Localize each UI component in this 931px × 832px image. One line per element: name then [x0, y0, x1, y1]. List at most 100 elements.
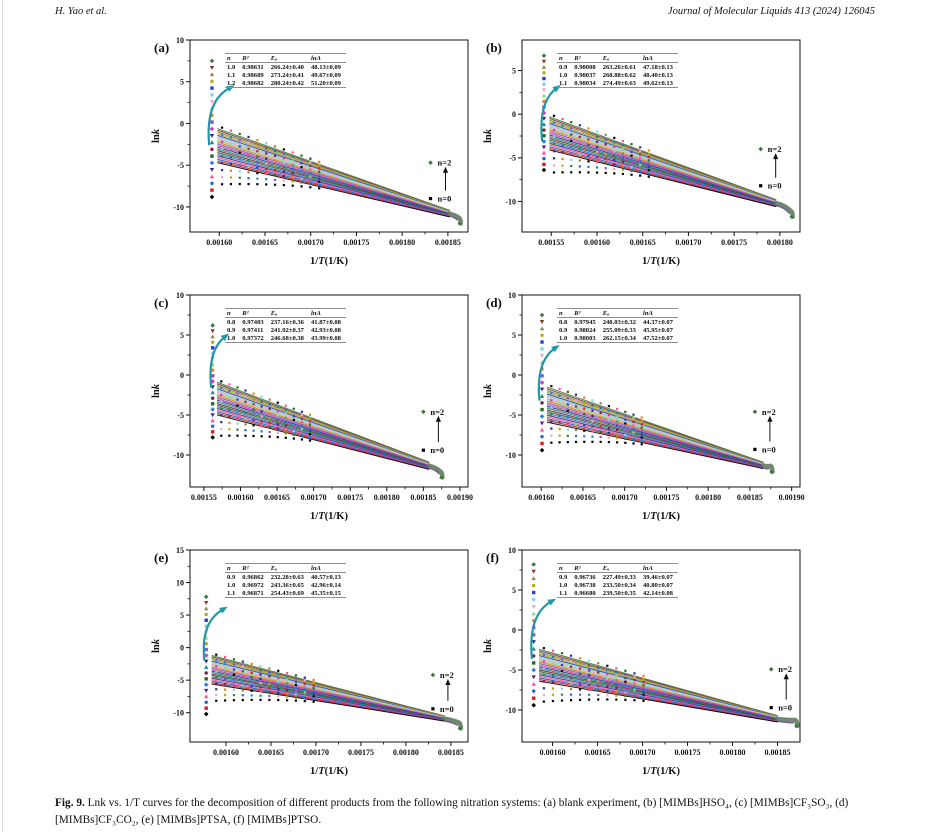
tail-band	[447, 211, 463, 226]
svg-text:0: 0	[512, 110, 516, 119]
figure-9: 0.00160 0.00165 0.00170 0.00175 0.00180 0.001…	[148, 28, 812, 793]
table-row: 0.9 0.96736 227.49±0.33 39.46±0.07	[557, 573, 678, 582]
table-row: 0.8 0.97403 237.16±0.36 41.87±0.08	[225, 318, 346, 327]
svg-text:0.00165: 0.00165	[585, 748, 611, 757]
svg-text:0.00175: 0.00175	[675, 748, 701, 757]
annotation-n-range: n=2 n=0	[758, 144, 782, 191]
table-cell: 263.26±0.61	[602, 63, 636, 71]
fan-lines	[211, 655, 445, 722]
table-row: 1.1 0.96680 239.50±0.35 42.14±0.08	[557, 589, 678, 598]
svg-text:0.00160: 0.00160	[528, 493, 554, 502]
up-arrow-icon	[445, 678, 451, 685]
table-cell: 1.1	[557, 589, 573, 598]
table-cell: 254.43±0.69	[268, 589, 309, 598]
table-header: R²	[240, 308, 269, 318]
svg-text:0.00170: 0.00170	[630, 748, 656, 757]
table-row: 1.0 0.96972 243.36±0.65 42.96±0.14	[225, 581, 346, 589]
table-cell: 1.1	[225, 589, 241, 598]
table-cell: 241.92±0.37	[270, 326, 304, 334]
table-cell: 49.67±0.09	[310, 71, 341, 79]
table-cell: 0.98682	[240, 79, 269, 88]
table-cell: 0.9	[559, 63, 568, 71]
table-header: lnA	[308, 563, 346, 573]
table-row: 1.0 0.98037 268.88±0.62 48.40±0.13	[557, 71, 678, 79]
table-cell: 273.24±0.41	[270, 71, 304, 79]
svg-text:-10: -10	[505, 706, 516, 715]
scatter-columns	[552, 114, 650, 178]
svg-text:0.00175: 0.00175	[348, 748, 374, 757]
y-axis-label: lnk	[151, 638, 162, 653]
table-cell: 262.15±0.34	[600, 334, 641, 343]
y-axis-label: lnk	[483, 128, 494, 143]
svg-text:0.00170: 0.00170	[612, 493, 638, 502]
x-axis-label: 1/T(1/K)	[310, 256, 348, 267]
header-author: H. Yao et al.	[55, 6, 107, 17]
regression-table: n R² Eₐ lnA 0.8 0.97403 237.16±0.36 41.87±0.08 0…	[225, 308, 346, 343]
panel-label: (b)	[486, 40, 502, 55]
chart-canvas-c: 0.00155 0.00160 0.00165 0.00170 0.00175 0.001…	[151, 291, 473, 522]
series-marker-column	[539, 312, 545, 453]
svg-text:0.00170: 0.00170	[301, 493, 327, 502]
axes: 0.00160 0.00165 0.00170 0.00175 0.00180 0.001…	[151, 546, 469, 777]
panel-label: (d)	[486, 295, 502, 310]
svg-text:-10: -10	[173, 451, 184, 460]
table-cell: 40.57±0.13	[310, 573, 341, 581]
table-row: 1.0 0.97372 246.68±0.38 43.99±0.08	[225, 334, 346, 343]
svg-text:5: 5	[180, 331, 184, 340]
axes: 0.00160 0.00165 0.00170 0.00175 0.00180 0.001…	[483, 546, 801, 777]
svg-text:0: 0	[180, 371, 184, 380]
y-axis-label: lnk	[151, 383, 162, 398]
fan-lines	[546, 386, 764, 470]
table-cell: 266.24±0.40	[270, 63, 304, 71]
table-header: lnA	[640, 53, 678, 63]
regression-table: n R² Eₐ lnA 1.0 0.98631 266.24±0.40 48.13±0.09 1…	[225, 53, 346, 88]
table-cell: 1.2	[225, 79, 241, 88]
chart-canvas-a: 0.00160 0.00165 0.00170 0.00175 0.00180 0.001…	[151, 36, 469, 267]
annotation-n0-label: n=0	[762, 444, 776, 454]
annotation-n0-label: n=0	[440, 704, 454, 714]
svg-text:0.00185: 0.00185	[410, 493, 436, 502]
table-cell: 1.1	[557, 79, 573, 88]
table-header: Eₐ	[600, 53, 641, 63]
table-cell: 40.80±0.07	[642, 581, 673, 589]
table-header: n	[225, 563, 241, 573]
subplot-b: 0.00155 0.00160 0.00165 0.00170 0.00175 0.001…	[480, 28, 812, 283]
svg-text:-5: -5	[177, 161, 184, 170]
svg-text:0.00160: 0.00160	[584, 238, 610, 247]
table-cell: 255.09±0.33	[602, 326, 636, 334]
table-header: Eₐ	[268, 308, 309, 318]
table-cell: 0.8	[227, 318, 236, 326]
svg-text:0.00170: 0.00170	[675, 238, 701, 247]
scatter-columns	[215, 653, 315, 703]
svg-text:10: 10	[176, 578, 184, 587]
svg-text:-10: -10	[173, 203, 184, 212]
table-cell: 248.03±0.32	[602, 318, 636, 326]
svg-text:0.00160: 0.00160	[540, 748, 566, 757]
table-row: 0.9 0.97411 241.92±0.37 42.93±0.08	[225, 326, 346, 334]
svg-text:0.00185: 0.00185	[438, 748, 464, 757]
table-header: R²	[572, 308, 601, 318]
table-cell: 1.0	[227, 581, 236, 589]
svg-text:0.00185: 0.00185	[435, 238, 461, 247]
svg-text:-10: -10	[505, 451, 516, 460]
table-cell: 0.9	[227, 573, 236, 581]
table-cell: 246.68±0.38	[268, 334, 309, 343]
trend-arrow-icon	[537, 345, 560, 401]
fit-table-e: n R² Eₐ lnA 0.9 0.96862 232.28±0.63 40.57±0.13 1…	[225, 563, 346, 598]
table-cell: 243.36±0.65	[270, 581, 304, 589]
table-header: lnA	[308, 53, 346, 63]
fan-lines	[216, 381, 430, 470]
x-axis-label: 1/T(1/K)	[642, 511, 680, 522]
table-row: 1.1 0.98034 274.49±0.63 49.62±0.13	[557, 79, 678, 88]
table-cell: 274.49±0.63	[600, 79, 641, 88]
regression-table: n R² Eₐ lnA 0.8 0.97945 248.03±0.32 44.37±0.07 0…	[557, 308, 678, 343]
svg-text:5: 5	[512, 66, 516, 75]
up-arrow-icon	[783, 673, 789, 680]
svg-text:15: 15	[176, 546, 184, 555]
page-scan-edge	[2, 0, 3, 832]
svg-text:-5: -5	[177, 411, 184, 420]
chart-canvas-b: 0.00155 0.00160 0.00165 0.00170 0.00175 0.001…	[483, 39, 801, 267]
regression-table: n R² Eₐ lnA 0.9 0.96736 227.49±0.33 39.46±0.07 1…	[557, 563, 678, 598]
svg-text:0.00180: 0.00180	[695, 493, 721, 502]
annotation-n2-label: n=2	[430, 407, 444, 417]
